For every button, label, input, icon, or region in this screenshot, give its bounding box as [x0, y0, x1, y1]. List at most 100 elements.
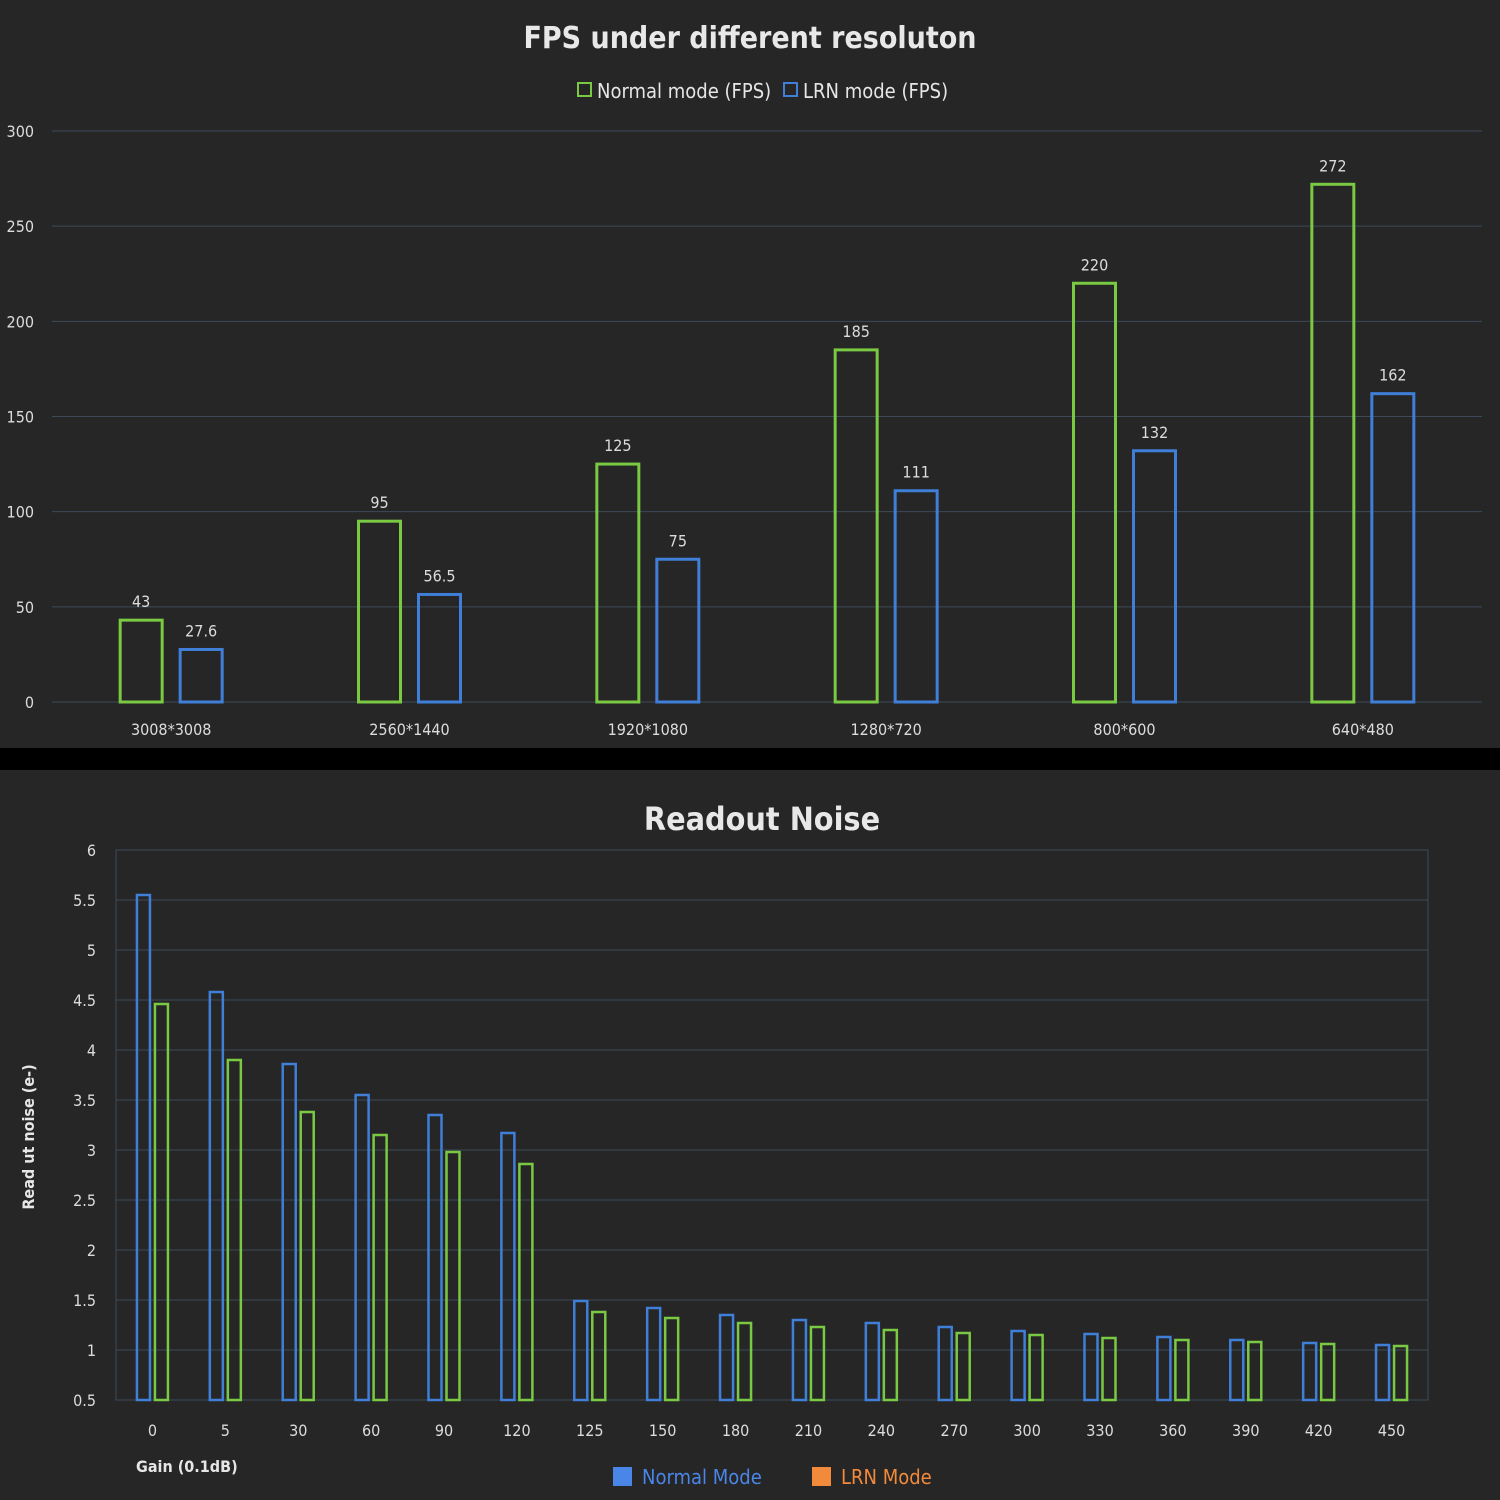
- noise-y-tick-label: 0.5: [73, 1391, 96, 1410]
- noise-x-tick-label: 0: [148, 1421, 157, 1440]
- noise-legend-swatch: [812, 1467, 831, 1486]
- fps-legend-label: LRN mode (FPS): [803, 79, 948, 103]
- fps-y-tick-label: 200: [7, 312, 34, 331]
- fps-x-tick-label: 1280*720: [851, 720, 922, 739]
- fps-data-label: 125: [604, 436, 631, 455]
- noise-bar-normal: [573, 1299, 589, 1402]
- noise-bar-normal: [645, 1306, 662, 1402]
- noise-x-tick-label: 60: [362, 1421, 380, 1440]
- noise-bar-normal: [208, 990, 225, 1402]
- noise-x-axis-label: Gain (0.1dB): [136, 1457, 238, 1476]
- fps-x-tick-label: 2560*1440: [369, 720, 449, 739]
- fps-legend-swatch: [577, 82, 592, 97]
- noise-y-tick-label: 2: [87, 1241, 96, 1260]
- noise-bar-normal: [864, 1321, 881, 1402]
- fps-bar-lrn: [1370, 392, 1416, 704]
- fps-legend-swatch: [783, 82, 798, 97]
- fps-x-tick-label: 800*600: [1093, 720, 1155, 739]
- fps-y-tick-label: 50: [16, 598, 34, 617]
- noise-bar-lrn: [882, 1328, 899, 1402]
- noise-legend-swatch: [613, 1467, 632, 1486]
- noise-bar-lrn: [1174, 1338, 1190, 1402]
- noise-y-tick-label: 5.5: [73, 891, 96, 910]
- noise-x-tick-label: 300: [1013, 1421, 1040, 1440]
- noise-bar-lrn: [153, 1002, 170, 1402]
- noise-bar-normal: [1229, 1338, 1245, 1402]
- noise-x-tick-label: 120: [503, 1421, 530, 1440]
- fps-data-label: 132: [1141, 423, 1168, 442]
- noise-legend: Normal Mode LRN Mode: [613, 1465, 932, 1489]
- noise-y-tick-label: 4: [87, 1041, 96, 1060]
- fps-data-label: 111: [902, 463, 929, 482]
- fps-chart-panel: FPS under different resoluton Normal mod…: [0, 0, 1500, 748]
- fps-x-tick-label: 640*480: [1332, 720, 1394, 739]
- fps-y-tick-label: 250: [7, 217, 34, 236]
- noise-bar-lrn: [1319, 1342, 1336, 1402]
- noise-bar-lrn: [518, 1162, 534, 1402]
- noise-bar-normal: [718, 1313, 735, 1402]
- noise-bar-normal: [1374, 1343, 1391, 1402]
- noise-bar-normal: [791, 1318, 808, 1402]
- noise-x-tick-label: 150: [649, 1421, 676, 1440]
- noise-bar-lrn: [1247, 1340, 1263, 1402]
- noise-x-tick-label: 5: [221, 1421, 230, 1440]
- noise-legend-label: LRN Mode: [841, 1465, 932, 1489]
- noise-bar-lrn: [1028, 1333, 1044, 1402]
- fps-legend-label: Normal mode (FPS): [597, 79, 771, 103]
- noise-y-tick-label: 3: [87, 1141, 96, 1160]
- fps-bar-normal: [833, 348, 879, 704]
- noise-y-tick-label: 2.5: [73, 1191, 96, 1210]
- noise-bar-lrn: [445, 1150, 461, 1402]
- fps-data-label: 272: [1319, 156, 1346, 175]
- noise-x-tick-label: 210: [795, 1421, 822, 1440]
- noise-bar-lrn: [299, 1110, 315, 1402]
- fps-bar-normal: [1310, 182, 1356, 704]
- noise-x-tick-label: 270: [940, 1421, 967, 1440]
- fps-data-label: 185: [842, 322, 869, 341]
- noise-x-tick-label: 90: [435, 1421, 453, 1440]
- noise-chart: Readout Noise 0.511.522.533.544.555.560 5…: [19, 800, 1429, 1489]
- noise-y-tick-label: 1: [87, 1341, 96, 1360]
- noise-x-tick-label: 240: [868, 1421, 895, 1440]
- noise-legend-label: Normal Mode: [642, 1465, 762, 1489]
- noise-x-tick-label: 360: [1159, 1421, 1186, 1440]
- fps-legend: Normal mode (FPS) LRN mode (FPS): [577, 79, 948, 103]
- fps-bar-lrn: [417, 592, 462, 704]
- noise-plot-border: [115, 849, 1429, 1401]
- fps-data-label: 56.5: [423, 566, 455, 585]
- fps-bar-lrn: [655, 557, 701, 704]
- noise-bar-lrn: [663, 1316, 680, 1402]
- noise-bar-normal: [1156, 1335, 1172, 1402]
- noise-x-tick-label: 450: [1378, 1421, 1405, 1440]
- fps-data-label: 27.6: [185, 621, 217, 640]
- fps-bar-lrn: [178, 647, 224, 704]
- noise-y-tick-label: 5: [87, 941, 96, 960]
- fps-y-tick-label: 100: [7, 503, 34, 522]
- noise-bar-normal: [427, 1113, 443, 1402]
- noise-bar-lrn: [736, 1321, 753, 1402]
- noise-bar-normal: [1010, 1329, 1026, 1402]
- fps-bar-normal: [595, 462, 641, 704]
- noise-bar-normal: [1301, 1341, 1318, 1402]
- noise-bar-lrn: [372, 1133, 388, 1402]
- noise-bar-normal: [1083, 1332, 1099, 1402]
- noise-y-tick-label: 6: [87, 841, 96, 860]
- fps-data-label: 75: [669, 531, 687, 550]
- noise-bar-lrn: [955, 1331, 971, 1402]
- fps-data-label: 162: [1379, 366, 1406, 385]
- noise-bar-normal: [281, 1062, 297, 1402]
- noise-chart-panel: Readout Noise 0.5 1 1.5 2 2.5 3 3.5 4 4.5 5 5.5 6 0 5…: [0, 770, 1500, 1500]
- fps-x-tick-label: 1920*1080: [608, 720, 688, 739]
- noise-x-tick-label: 180: [722, 1421, 749, 1440]
- noise-x-tick-label: 390: [1232, 1421, 1259, 1440]
- noise-bar-lrn: [226, 1058, 243, 1402]
- noise-bar-lrn: [1392, 1344, 1409, 1402]
- fps-x-tick-label: 3008*3008: [131, 720, 211, 739]
- noise-y-tick-label: 3.5: [73, 1091, 96, 1110]
- fps-data-label: 43: [132, 592, 150, 611]
- noise-bar-lrn: [591, 1310, 607, 1402]
- fps-y-tick-label: 150: [7, 408, 34, 427]
- fps-chart: FPS under different resoluton Normal mod…: [7, 21, 1482, 739]
- fps-bar-normal: [118, 618, 164, 704]
- fps-bar-lrn: [1132, 449, 1177, 704]
